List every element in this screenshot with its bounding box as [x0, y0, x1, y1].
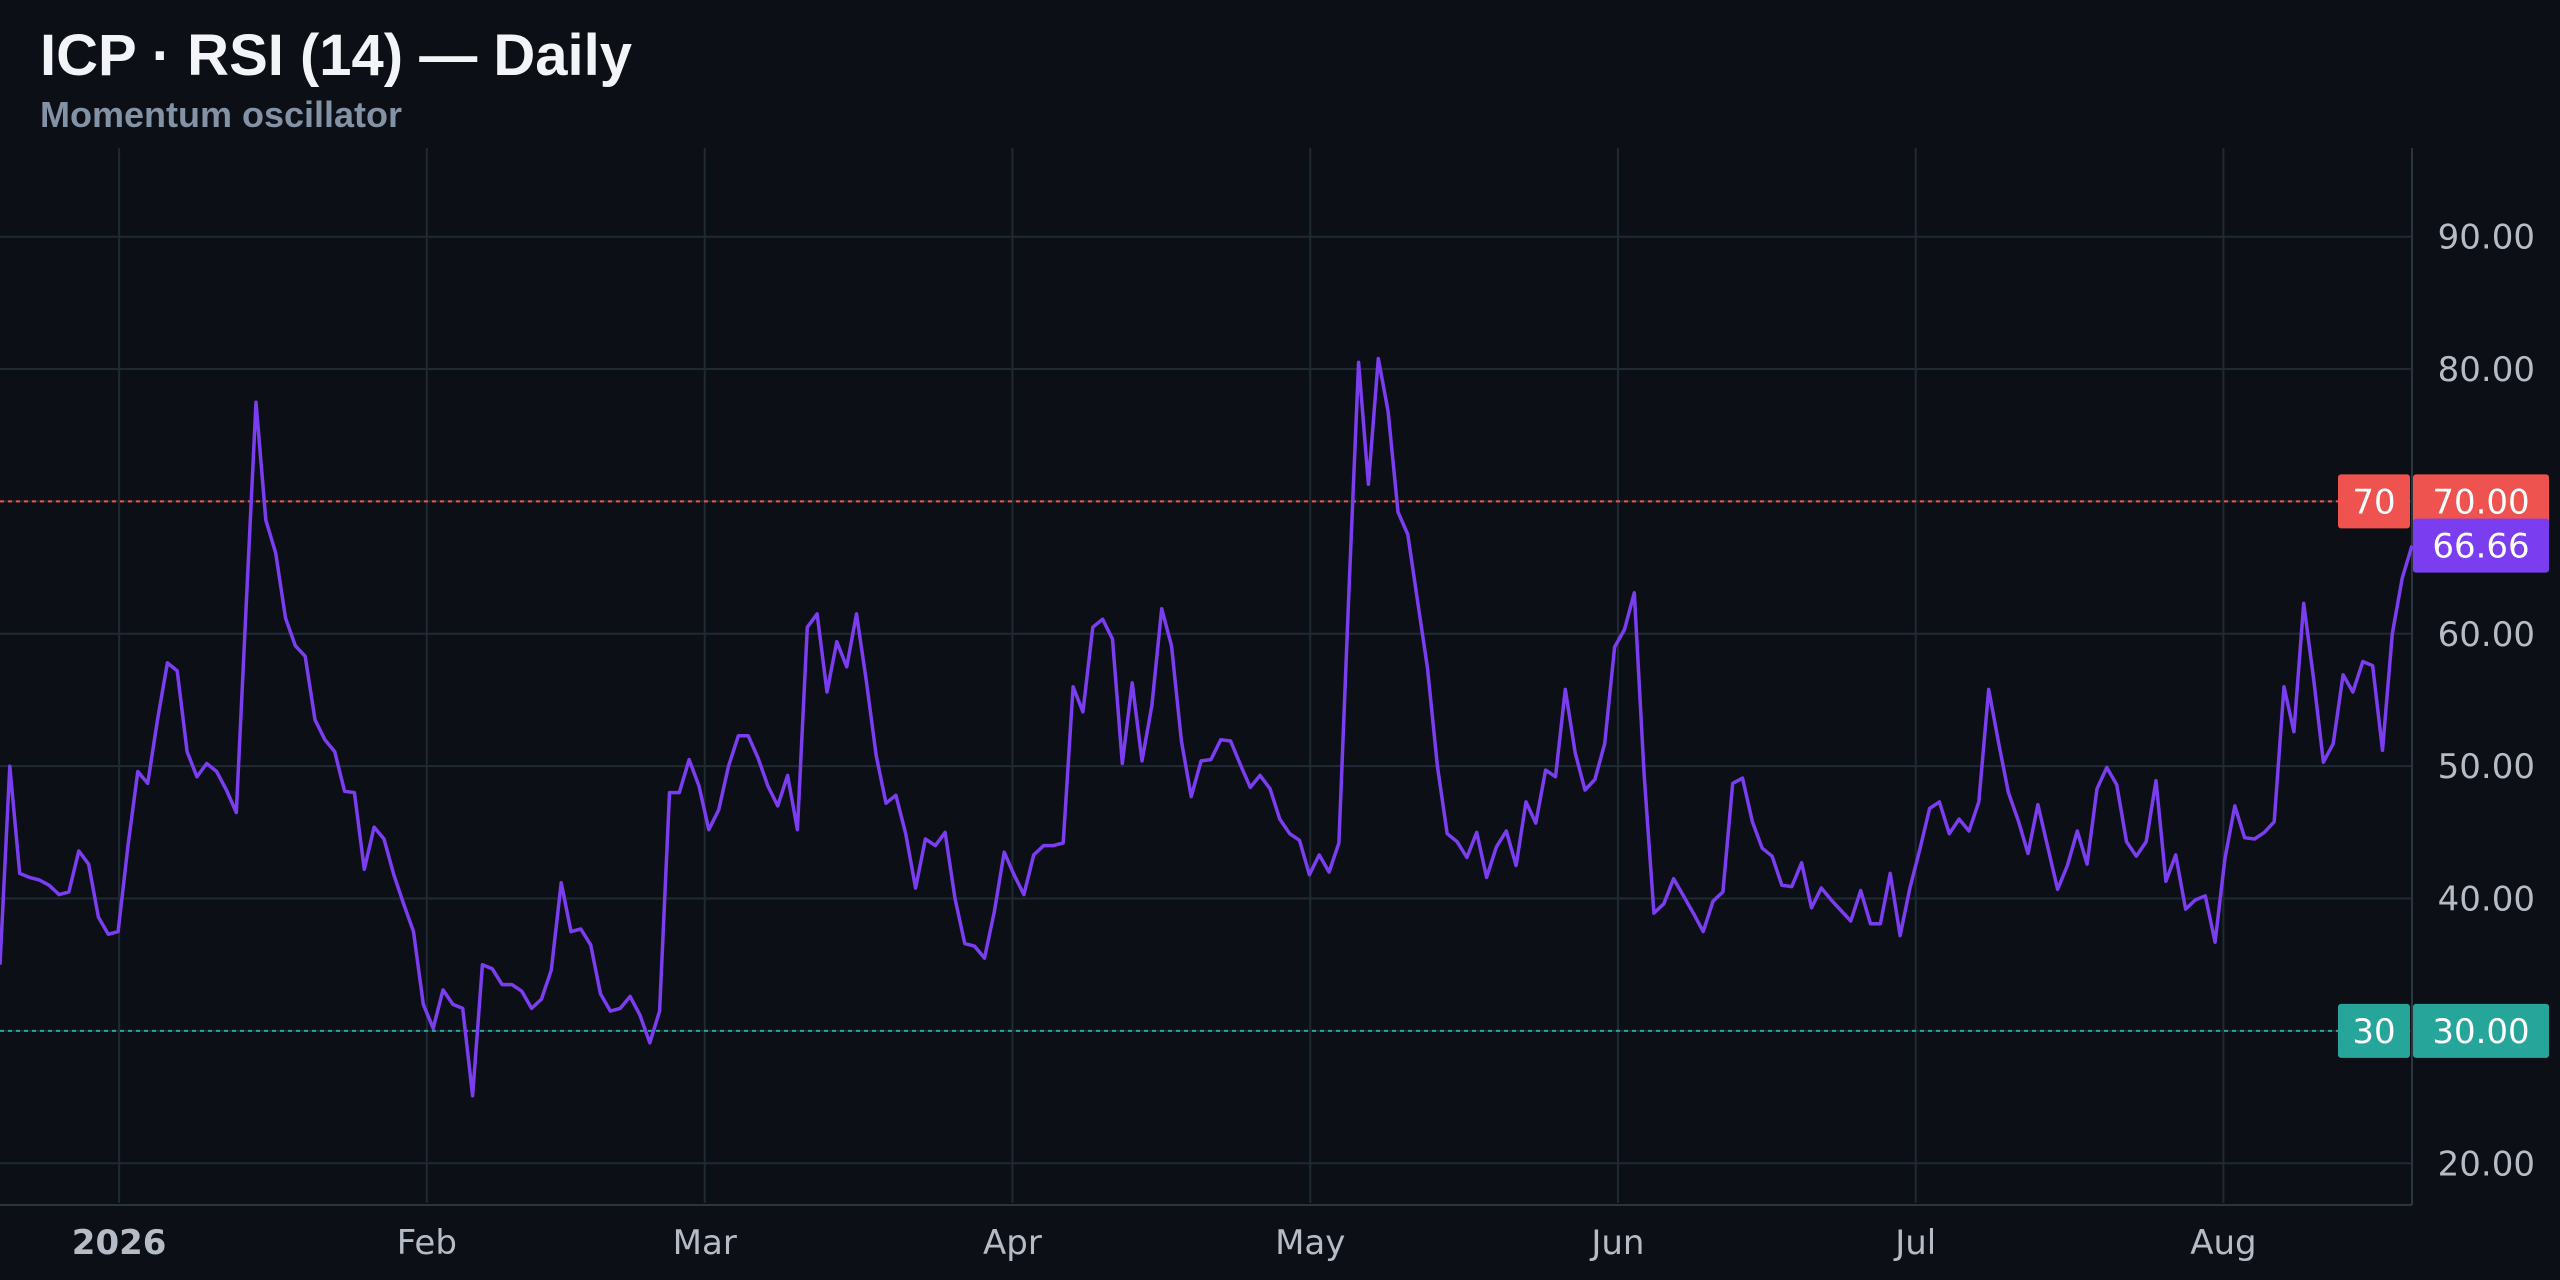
- y-tick-label: 50.00: [2438, 747, 2535, 787]
- reference-price-70-box: [2413, 474, 2549, 529]
- x-tick-label: Mar: [673, 1223, 737, 1263]
- chart-title: ICP · RSI (14) — Daily: [40, 23, 632, 88]
- x-tick-label: 2026: [72, 1223, 167, 1263]
- last-value-label: 66.66: [2432, 527, 2529, 567]
- rsi-series-line: [0, 356, 2414, 1098]
- grid-lines: [0, 148, 2413, 1206]
- reference-lines: [0, 500, 2338, 1032]
- last-value-label-box: [2413, 518, 2549, 573]
- x-tick-label: Feb: [397, 1223, 457, 1263]
- reference-price-70: 70.00: [2432, 482, 2529, 522]
- y-tick-label: 40.00: [2438, 880, 2535, 920]
- chart-subtitle: Momentum oscillator: [40, 94, 403, 135]
- reference-tag-30-box: [2338, 1003, 2410, 1058]
- y-tick-label: 20.00: [2438, 1144, 2535, 1184]
- x-tick-label: Jun: [1589, 1223, 1644, 1263]
- reference-price-30-box: [2413, 1003, 2549, 1058]
- reference-price-30: 30.00: [2432, 1012, 2529, 1052]
- x-tick-label: Apr: [983, 1223, 1042, 1263]
- series-group: [0, 356, 2414, 1098]
- reference-tag-70: 70: [2352, 482, 2395, 522]
- y-tick-label: 90.00: [2438, 218, 2535, 258]
- y-tick-label: 80.00: [2438, 350, 2535, 390]
- x-tick-label: May: [1275, 1223, 1345, 1263]
- price-labels: 70 70.00 30 30.00 66.66: [2338, 474, 2549, 1058]
- reference-tag-70-box: [2338, 474, 2410, 529]
- reference-tag-30: 30: [2352, 1012, 2395, 1052]
- x-tick-label: Aug: [2190, 1223, 2256, 1263]
- x-axis: 2026 Feb Mar Apr May Jun Jul Aug: [72, 1223, 2257, 1263]
- x-tick-label: Jul: [1893, 1223, 1936, 1263]
- y-tick-label: 60.00: [2438, 615, 2535, 655]
